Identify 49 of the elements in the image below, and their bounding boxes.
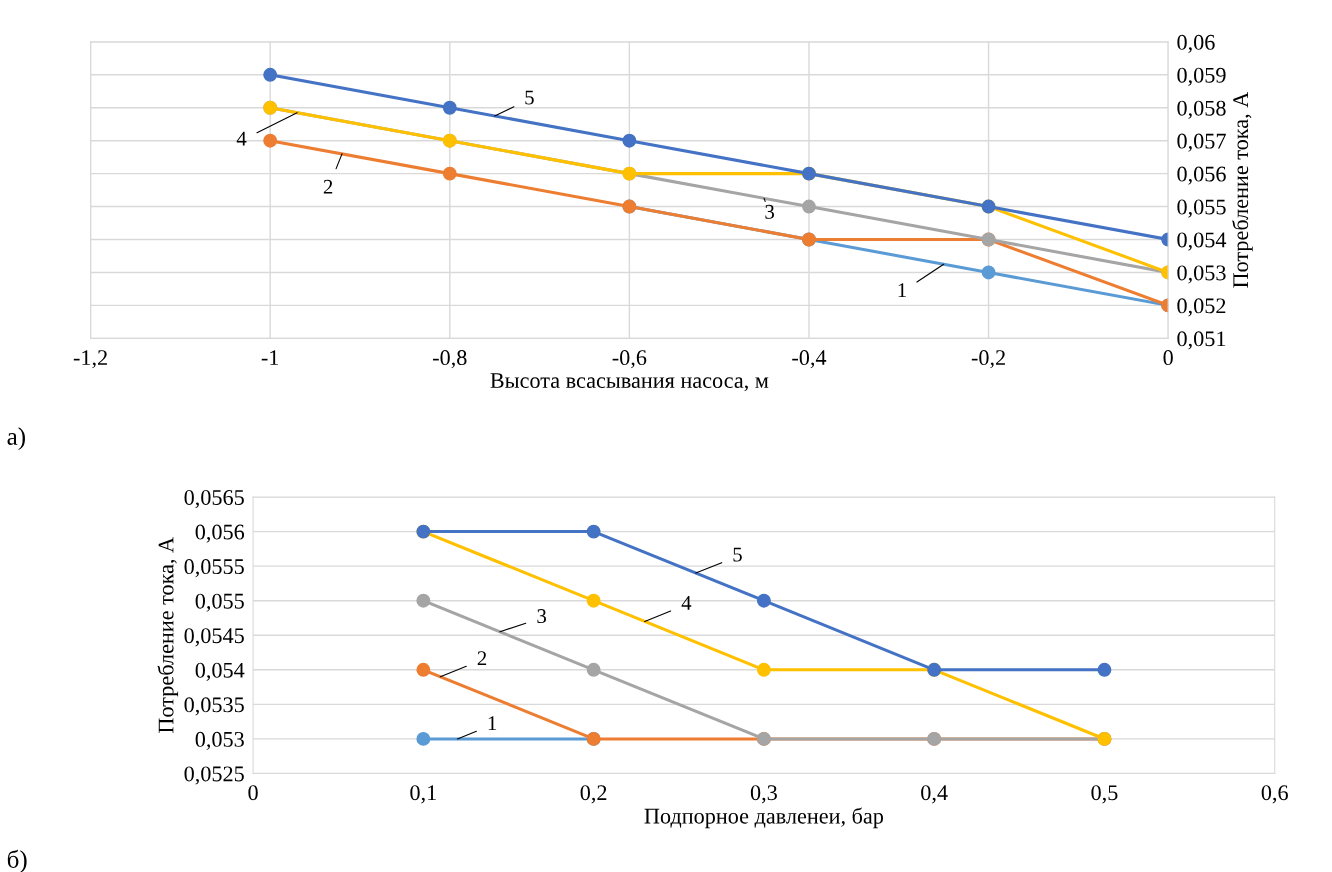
y-tick-label: 0,06 — [1177, 34, 1215, 53]
series-label: 2 — [323, 179, 333, 194]
y-tick-label: 0,052 — [1177, 298, 1226, 317]
series-label: 3 — [537, 609, 547, 624]
x-tick-label: -0,4 — [792, 350, 827, 369]
x-tick-label: 0 — [1163, 350, 1173, 366]
series-label: 5 — [733, 547, 742, 562]
x-axis-title: Высота всасывания насоса, м — [490, 373, 769, 392]
x-tick-label: -1 — [261, 350, 279, 365]
x-tick-label: 0,5 — [1091, 785, 1118, 804]
y-tick-label: 0,0525 — [184, 766, 244, 785]
series-label: 3 — [765, 204, 775, 219]
y-tick-label: 0,057 — [1177, 133, 1226, 152]
y-tick-label: 0,0555 — [184, 559, 244, 578]
series-label: 4 — [681, 596, 692, 610]
series-label: 4 — [236, 131, 247, 146]
series-label: 1 — [898, 283, 906, 297]
y-axis-title: Потребление тока, А — [1232, 91, 1253, 288]
series-label: 5 — [525, 90, 534, 105]
y-tick-label: 0,051 — [1177, 331, 1226, 350]
series-label: 1 — [488, 716, 497, 731]
x-tick-label: -1,2 — [73, 350, 107, 369]
series-label: 2 — [477, 651, 487, 666]
y-tick-label: 0,054 — [1177, 232, 1227, 251]
text: а) — [7, 427, 25, 451]
y-tick-label: 0,056 — [195, 524, 245, 543]
x-tick-label: 0,2 — [580, 785, 607, 804]
x-tick-label: 0,3 — [750, 785, 777, 804]
y-tick-label: 0,055 — [1177, 199, 1226, 218]
x-tick-label: 0,1 — [410, 785, 436, 804]
y-tick-label: 0,059 — [1177, 67, 1226, 86]
y-tick-label: 0,0565 — [184, 489, 244, 509]
y-tick-label: 0,055 — [195, 593, 244, 612]
text: б) — [7, 849, 27, 872]
x-tick-label: -0,8 — [433, 350, 467, 369]
y-axis-title: Потребление тока, А — [157, 537, 179, 733]
x-tick-label: -0,2 — [971, 350, 1005, 369]
x-tick-label: -0,6 — [612, 350, 647, 369]
x-tick-label: 0,6 — [1261, 785, 1288, 804]
x-axis-title: Подпорное давленеи, бар — [644, 807, 884, 829]
y-tick-label: 0,058 — [1177, 100, 1226, 119]
y-tick-label: 0,0535 — [184, 697, 244, 716]
x-tick-label: 0,4 — [921, 785, 948, 804]
y-tick-label: 0,054 — [195, 662, 245, 681]
x-tick-label: 0 — [248, 785, 258, 801]
y-tick-label: 0,0545 — [184, 628, 244, 647]
y-tick-label: 0,053 — [1177, 265, 1226, 284]
y-tick-label: 0,053 — [195, 731, 244, 751]
y-tick-label: 0,056 — [1177, 166, 1226, 185]
